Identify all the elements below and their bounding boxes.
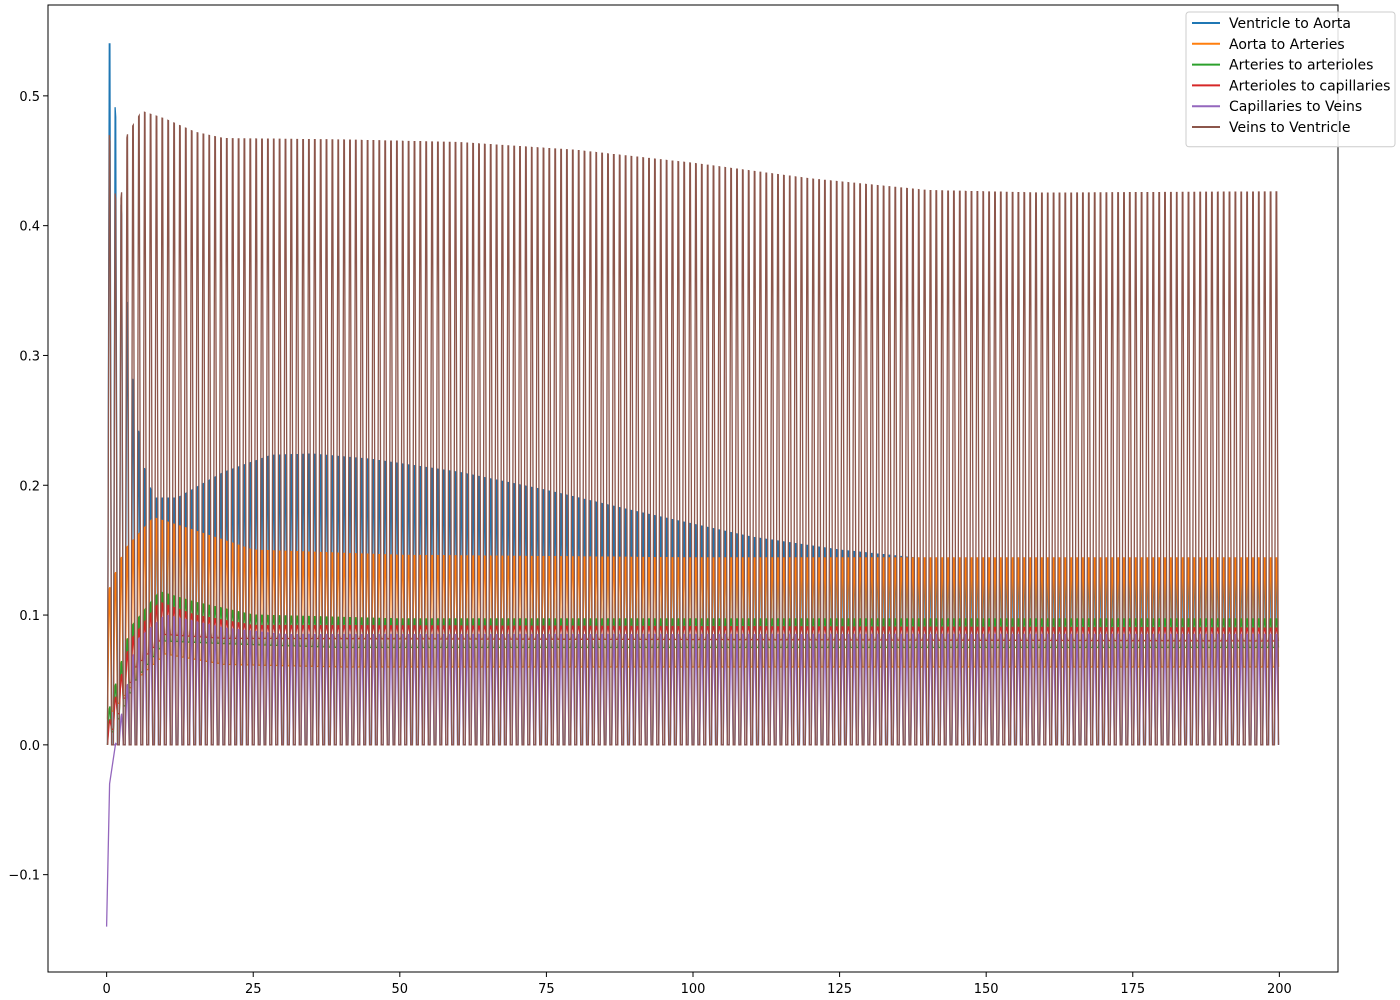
x-tick-label: 125 [827,982,852,997]
y-axis: −0.1 0.0 0.1 0.2 0.3 0.4 0.5 [8,90,48,884]
series-line-4 [106,601,1280,745]
y-tick-label: −0.1 [8,869,40,884]
x-tick-label: 75 [538,982,555,997]
legend-label: Ventricle to Aorta [1229,16,1351,32]
legend-box [1185,11,1396,148]
legend: Ventricle to Aorta Aorta to Arteries Arter… [1185,11,1396,148]
legend-label: Capillaries to Veins [1229,99,1362,115]
legend-label: Veins to Ventricle [1229,120,1350,136]
x-tick-label: 50 [392,982,409,997]
y-tick-label: 0.2 [19,479,40,494]
x-tick-label: 175 [1120,982,1145,997]
x-tick-label: 0 [102,982,110,997]
series-line-3 [106,591,1280,745]
y-tick-label: 0.3 [19,349,40,364]
x-tick-label: 25 [245,982,262,997]
x-tick-label: 100 [681,982,706,997]
y-tick-label: 0.0 [19,739,40,754]
legend-label: Aorta to Arteries [1229,37,1345,53]
y-tick-label: 0.1 [19,609,40,624]
series-layer [105,43,1280,927]
y-tick-label: 0.4 [19,220,40,235]
legend-label: Arterioles to capillaries [1229,78,1390,94]
y-tick-label: 0.5 [19,90,40,105]
x-axis: 0 25 50 75 100 125 150 175 200 [102,972,1292,997]
series-line-2 [106,517,1280,719]
series-line-6 [106,111,1280,746]
x-tick-label: 150 [974,982,999,997]
x-tick-label: 200 [1267,982,1292,997]
legend-label: Arteries to arterioles [1229,58,1373,74]
